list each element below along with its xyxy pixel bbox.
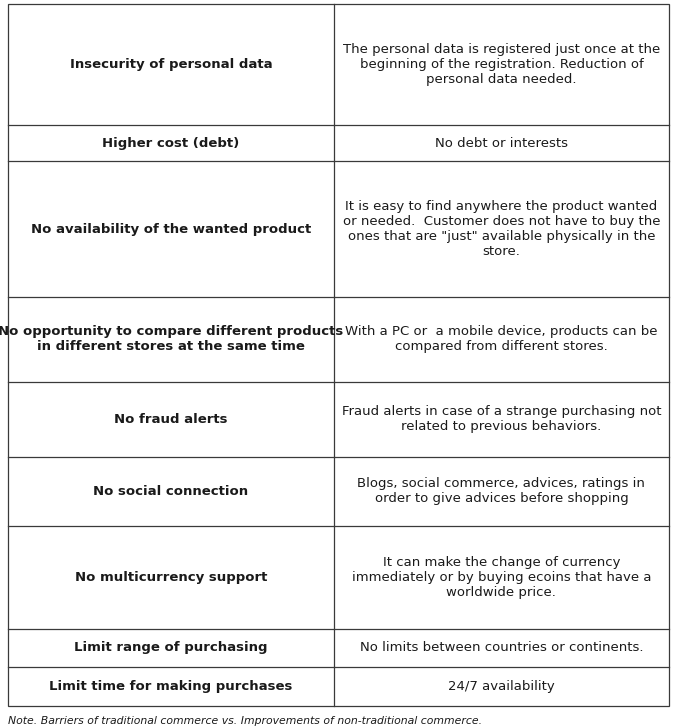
Text: Blogs, social commerce, advices, ratings in
order to give advices before shoppin: Blogs, social commerce, advices, ratings…	[358, 477, 646, 505]
Text: It can make the change of currency
immediately or by buying ecoins that have a
w: It can make the change of currency immed…	[351, 555, 651, 598]
Text: No social connection: No social connection	[93, 485, 249, 498]
Text: No debt or interests: No debt or interests	[435, 137, 568, 150]
Text: Insecurity of personal data: Insecurity of personal data	[69, 58, 272, 71]
Text: It is easy to find anywhere the product wanted
or needed.  Customer does not hav: It is easy to find anywhere the product …	[343, 200, 660, 258]
Text: No opportunity to compare different products
in different stores at the same tim: No opportunity to compare different prod…	[0, 325, 343, 353]
Text: With a PC or  a mobile device, products can be
compared from different stores.: With a PC or a mobile device, products c…	[345, 325, 658, 353]
Text: No fraud alerts: No fraud alerts	[114, 413, 227, 425]
Text: No limits between countries or continents.: No limits between countries or continent…	[360, 641, 643, 654]
Text: Limit time for making purchases: Limit time for making purchases	[49, 680, 293, 693]
Text: Limit range of purchasing: Limit range of purchasing	[74, 641, 268, 654]
Text: 24/7 availability: 24/7 availability	[448, 680, 555, 693]
Text: Fraud alerts in case of a strange purchasing not
related to previous behaviors.: Fraud alerts in case of a strange purcha…	[342, 405, 661, 433]
Text: No availability of the wanted product: No availability of the wanted product	[31, 222, 311, 236]
Text: No multicurrency support: No multicurrency support	[75, 571, 267, 584]
Text: Higher cost (debt): Higher cost (debt)	[102, 137, 240, 150]
Text: The personal data is registered just once at the
beginning of the registration. : The personal data is registered just onc…	[343, 43, 660, 86]
Text: Note. Barriers of traditional commerce vs. Improvements of non-traditional comme: Note. Barriers of traditional commerce v…	[8, 716, 482, 726]
